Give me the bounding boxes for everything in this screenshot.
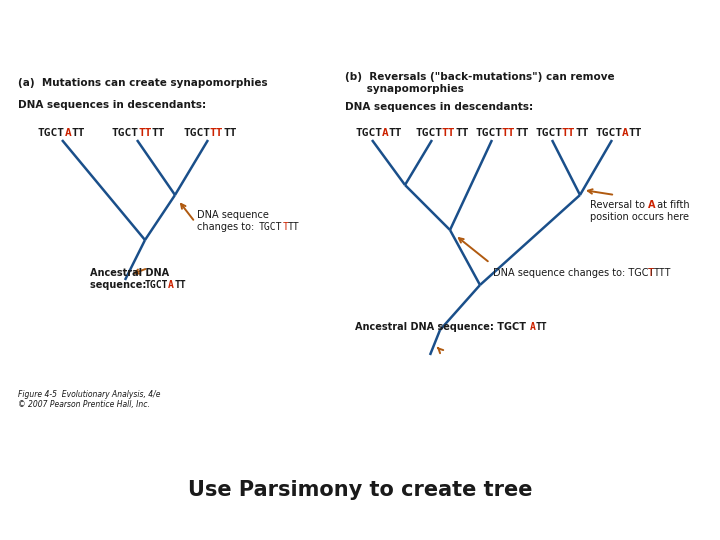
- Text: DNA sequence: DNA sequence: [197, 210, 269, 220]
- Text: DNA sequences in descendants:: DNA sequences in descendants:: [18, 100, 206, 110]
- Text: A: A: [65, 128, 71, 138]
- Text: synapomorphies: synapomorphies: [345, 84, 464, 94]
- Text: sequence:: sequence:: [90, 280, 150, 290]
- Text: TT: TT: [210, 128, 223, 138]
- Text: TGCT: TGCT: [259, 222, 282, 232]
- Text: TGCT: TGCT: [38, 128, 65, 138]
- Text: at fifth: at fifth: [654, 200, 690, 210]
- Text: T: T: [648, 268, 654, 278]
- Text: TT: TT: [71, 128, 85, 138]
- Text: (b)  Reversals ("back-mutations") can remove: (b) Reversals ("back-mutations") can rem…: [345, 72, 615, 82]
- Text: changes to:: changes to:: [197, 222, 257, 232]
- Text: TT: TT: [502, 128, 516, 138]
- Text: TGCT: TGCT: [535, 128, 562, 138]
- Text: TT: TT: [174, 280, 186, 290]
- Text: TGCT: TGCT: [595, 128, 622, 138]
- Text: TT: TT: [536, 322, 548, 332]
- Text: A: A: [168, 280, 174, 290]
- Text: T: T: [282, 222, 288, 232]
- Text: TGCT: TGCT: [475, 128, 502, 138]
- Text: TGCT: TGCT: [355, 128, 382, 138]
- Text: DNA sequences in descendants:: DNA sequences in descendants:: [345, 102, 533, 112]
- Text: A: A: [621, 128, 629, 138]
- Text: TT: TT: [441, 128, 455, 138]
- Text: (a)  Mutations can create synapomorphies: (a) Mutations can create synapomorphies: [18, 78, 268, 88]
- Text: TGCT: TGCT: [415, 128, 442, 138]
- Text: TT: TT: [515, 128, 528, 138]
- Text: Figure 4-5  Evolutionary Analysis, 4/e: Figure 4-5 Evolutionary Analysis, 4/e: [18, 390, 161, 399]
- Text: A: A: [382, 128, 388, 138]
- Text: TGCT: TGCT: [183, 128, 210, 138]
- Text: TTT: TTT: [654, 268, 672, 278]
- Text: TT: TT: [139, 128, 152, 138]
- Text: TGCT: TGCT: [112, 128, 139, 138]
- Text: TT: TT: [223, 128, 236, 138]
- Text: Reversal to: Reversal to: [590, 200, 648, 210]
- Text: TT: TT: [575, 128, 588, 138]
- Text: © 2007 Pearson Prentice Hall, Inc.: © 2007 Pearson Prentice Hall, Inc.: [18, 400, 150, 409]
- Text: Ancestral DNA sequence: TGCT: Ancestral DNA sequence: TGCT: [355, 322, 526, 332]
- Text: TT: TT: [152, 128, 166, 138]
- Text: Ancestral DNA: Ancestral DNA: [90, 268, 169, 278]
- Text: A: A: [648, 200, 655, 210]
- Text: DNA sequence changes to: TGCT: DNA sequence changes to: TGCT: [493, 268, 654, 278]
- Text: TT: TT: [562, 128, 575, 138]
- Text: TT: TT: [629, 128, 642, 138]
- Text: A: A: [530, 322, 536, 332]
- Text: TT: TT: [388, 128, 402, 138]
- Text: TT: TT: [288, 222, 300, 232]
- Text: TGCT: TGCT: [145, 280, 168, 290]
- Text: Use Parsimony to create tree: Use Parsimony to create tree: [188, 480, 532, 500]
- Text: position occurs here: position occurs here: [590, 212, 689, 222]
- Text: TT: TT: [455, 128, 469, 138]
